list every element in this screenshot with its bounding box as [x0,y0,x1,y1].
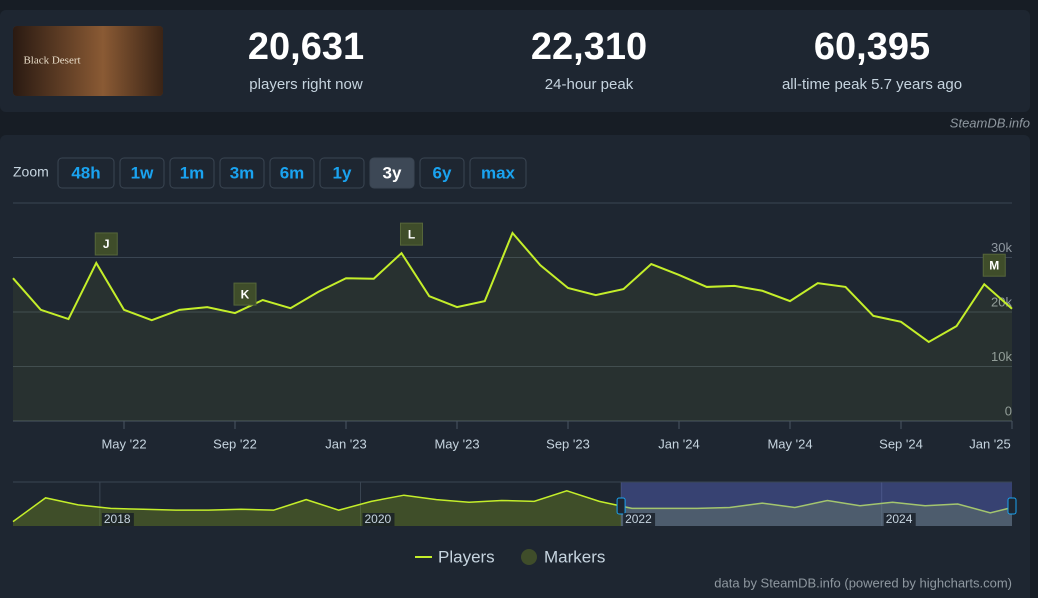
x-tick-label: Jan '25 [969,436,1011,451]
navigator-handle[interactable] [1007,497,1017,515]
zoom-button-label[interactable]: 3m [230,163,255,182]
x-tick-label: May '24 [767,436,812,451]
zoom-button[interactable] [469,157,527,189]
navigator-tick-label: 2018 [104,512,131,526]
zoom-button-label[interactable]: 48h [71,163,100,182]
marker-label[interactable]: L [408,227,415,241]
zoom-button-label[interactable]: 6y [433,163,452,182]
zoom-button[interactable] [169,157,215,189]
series-line [12,231,1013,344]
navigator-tick-label: 2020 [364,512,391,526]
zoom-button-label[interactable]: 6m [280,163,305,182]
x-tick-label: May '23 [434,436,479,451]
zoom-button[interactable] [419,157,465,189]
stat-value: 60,395 [814,26,930,68]
y-tick-label: 10k [991,349,1012,364]
marker-label[interactable]: J [103,237,110,251]
game-image-shade [13,26,163,96]
marker[interactable] [982,253,1006,277]
stat-label: all-time peak 5.7 years ago [782,76,962,93]
stat-label: 24-hour peak [545,76,634,93]
legend-label[interactable]: Players [438,547,495,566]
zoom-button-label[interactable]: 1w [131,163,154,182]
zoom-button[interactable] [369,157,415,189]
zoom-button[interactable] [269,157,315,189]
navigator-tick-bg [883,513,916,526]
header-panel [0,10,1030,112]
navigator-tick-bg [623,513,656,526]
y-tick-label: 30k [991,240,1012,255]
navigator-selection [621,482,1012,526]
stat-value: 20,631 [248,26,364,68]
legend-label[interactable]: Markers [544,547,605,566]
navigator-tick-label: 2024 [886,512,913,526]
navigator-tick-bg [101,513,134,526]
game-name: Black Desert [23,55,80,67]
marker[interactable] [233,282,257,306]
x-tick-label: Sep '23 [546,436,590,451]
x-tick-label: Sep '24 [879,436,923,451]
x-tick-label: Sep '22 [213,436,257,451]
zoom-button-label[interactable]: 1m [180,163,205,182]
navigator-handle[interactable] [616,497,626,515]
zoom-button[interactable] [119,157,165,189]
navigator-line [12,490,1013,523]
zoom-button[interactable] [57,157,115,189]
zoom-button[interactable] [219,157,265,189]
x-tick-label: Jan '24 [658,436,700,451]
x-tick-label: May '22 [101,436,146,451]
marker-label[interactable]: K [241,287,250,301]
y-tick-label: 0 [1005,403,1012,418]
zoom-button-label[interactable]: max [481,163,516,182]
marker-label[interactable]: M [989,258,999,272]
zoom-label: Zoom [13,164,49,180]
credits: data by SteamDB.info (powered by highcha… [714,575,1012,590]
series-area [13,232,1012,421]
zoom-button[interactable] [319,157,365,189]
zoom-button-label[interactable]: 1y [333,163,352,182]
stat-value: 22,310 [531,26,647,68]
marker[interactable] [400,222,423,246]
stat-label: players right now [249,76,363,93]
legend-marker[interactable] [521,549,537,565]
source: SteamDB.info [950,115,1030,130]
x-tick-label: Jan '23 [325,436,367,451]
navigator-area [13,490,1012,526]
marker[interactable] [94,232,118,256]
navigator-tick-bg [362,513,395,526]
navigator-tick-label: 2022 [625,512,652,526]
zoom-button-label[interactable]: 3y [383,163,402,182]
